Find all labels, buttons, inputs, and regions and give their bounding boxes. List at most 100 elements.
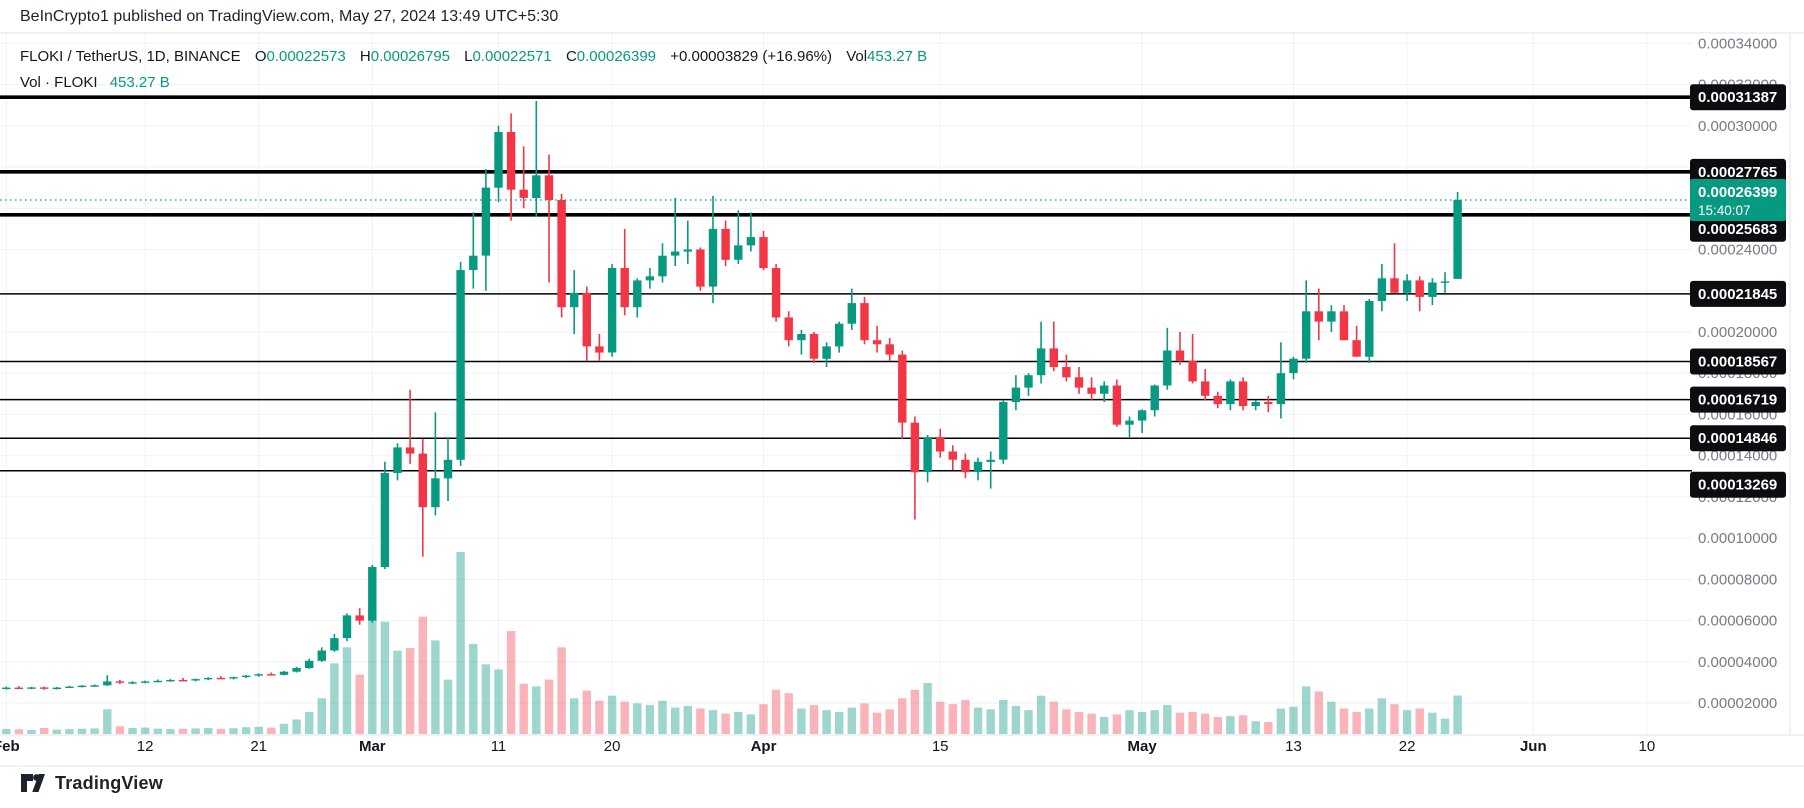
volume-bar [90, 728, 99, 734]
price-level-badge-text: 0.00031387 [1698, 89, 1777, 106]
symbol-title[interactable]: FLOKI / TetherUS, 1D, BINANCE [20, 48, 241, 65]
time-tick-label: 13 [1285, 738, 1302, 755]
volume-bar [456, 552, 465, 734]
candle-body [1150, 385, 1159, 411]
volume-bar [1036, 695, 1046, 734]
volume-bar [469, 643, 478, 734]
candle-body [822, 346, 831, 359]
candle-body [1024, 375, 1033, 388]
volume-bar [771, 689, 781, 734]
price-level-badge-text: 0.00021845 [1698, 286, 1777, 303]
time-tick-label: 11 [491, 738, 507, 755]
volume-bar [708, 710, 718, 734]
ohlc-low-label: L [464, 48, 473, 65]
candle-body [443, 459, 453, 479]
volume-bar [140, 727, 150, 734]
volume-bar [229, 728, 238, 734]
volume-study-label[interactable]: Vol · FLOKI [20, 74, 98, 91]
volume-bar [746, 714, 756, 734]
volume-bar [1175, 712, 1185, 734]
volume-value: 453.27 B [867, 48, 928, 65]
volume-bar [1339, 708, 1349, 734]
candle-body [607, 268, 617, 353]
volume-bar [1402, 710, 1412, 734]
candle-body [506, 132, 516, 190]
volume-bar [1163, 705, 1172, 734]
volume-bar [393, 650, 402, 734]
volume-bar [65, 729, 74, 734]
time-axis-labels[interactable]: Feb 12 21 Mar 11 20 Apr 15 May 13 22 Jun 10 [0, 738, 1655, 755]
candle-body [1428, 282, 1437, 297]
candle-body [570, 292, 579, 308]
candle-body [1453, 200, 1462, 279]
price-axis[interactable] [1692, 33, 1804, 735]
candle-body [494, 132, 503, 188]
volume-bar [797, 708, 806, 734]
candle-body [1365, 301, 1374, 357]
volume-bar [910, 689, 920, 734]
candle-body [481, 187, 491, 256]
candle-body [1377, 278, 1387, 301]
volume-bar [216, 728, 226, 734]
volume-bar [1238, 715, 1248, 734]
candle-body [532, 175, 541, 198]
candle-body [1440, 281, 1450, 283]
volume-bar [178, 728, 188, 734]
price-tick-label: 0.00002000 [1698, 695, 1777, 712]
volume-bar [1327, 701, 1336, 734]
volume-bar [721, 713, 730, 734]
candle-body [77, 685, 87, 688]
price-level-badge-text: 0.00013269 [1698, 477, 1777, 494]
volume-bar [885, 709, 894, 734]
volume-bar [1428, 712, 1437, 734]
time-tick-label: 21 [250, 738, 267, 755]
price-level-badge-text: 0.00025683 [1698, 221, 1777, 238]
volume-bar [1188, 711, 1197, 734]
candle-body [1415, 280, 1424, 297]
candle-body [90, 685, 99, 687]
candle-body [1390, 278, 1399, 293]
tradingview-logo[interactable]: TradingView [20, 772, 163, 794]
grid [0, 33, 1692, 735]
candle-body [1049, 348, 1058, 367]
candle-body [519, 189, 528, 198]
price-tick-label: 0.00024000 [1698, 242, 1777, 259]
volume-bar [1415, 708, 1424, 734]
candle-body [835, 323, 844, 347]
time-axis[interactable] [0, 735, 1692, 765]
candle-body [1238, 381, 1248, 407]
volume-bar [1150, 710, 1159, 734]
candle-body [229, 677, 238, 679]
candle-body [582, 292, 591, 347]
candle-body [1011, 387, 1021, 402]
candle-body [292, 668, 301, 672]
ohlc-close-label: C [565, 48, 577, 65]
volume-bar [1049, 701, 1058, 734]
candle-body [1264, 402, 1273, 405]
time-tick-label: May [1128, 738, 1158, 755]
candle-body [431, 478, 440, 508]
candle-body [393, 447, 402, 473]
candle-body [1163, 350, 1172, 386]
candle-body [759, 237, 768, 268]
candle-body [305, 660, 314, 668]
candle-body [166, 680, 175, 682]
candle-body [1251, 402, 1260, 407]
candle-body [797, 334, 806, 341]
candle-body [847, 303, 856, 324]
candle-body [809, 334, 819, 359]
price-level-lines[interactable] [0, 95, 1692, 472]
candle-body [1327, 311, 1336, 322]
volume-bar [330, 663, 339, 734]
candle-body [860, 303, 869, 341]
volume-bar [645, 705, 655, 734]
price-tick-label: 0.00010000 [1698, 530, 1777, 547]
candle-body [27, 687, 36, 689]
volume-bar [658, 700, 667, 734]
price-tick-label: 0.00034000 [1698, 35, 1777, 52]
candle-body [734, 245, 743, 260]
volume-bar [292, 719, 301, 734]
candle-body [153, 680, 162, 683]
volume-bar [1201, 713, 1210, 734]
